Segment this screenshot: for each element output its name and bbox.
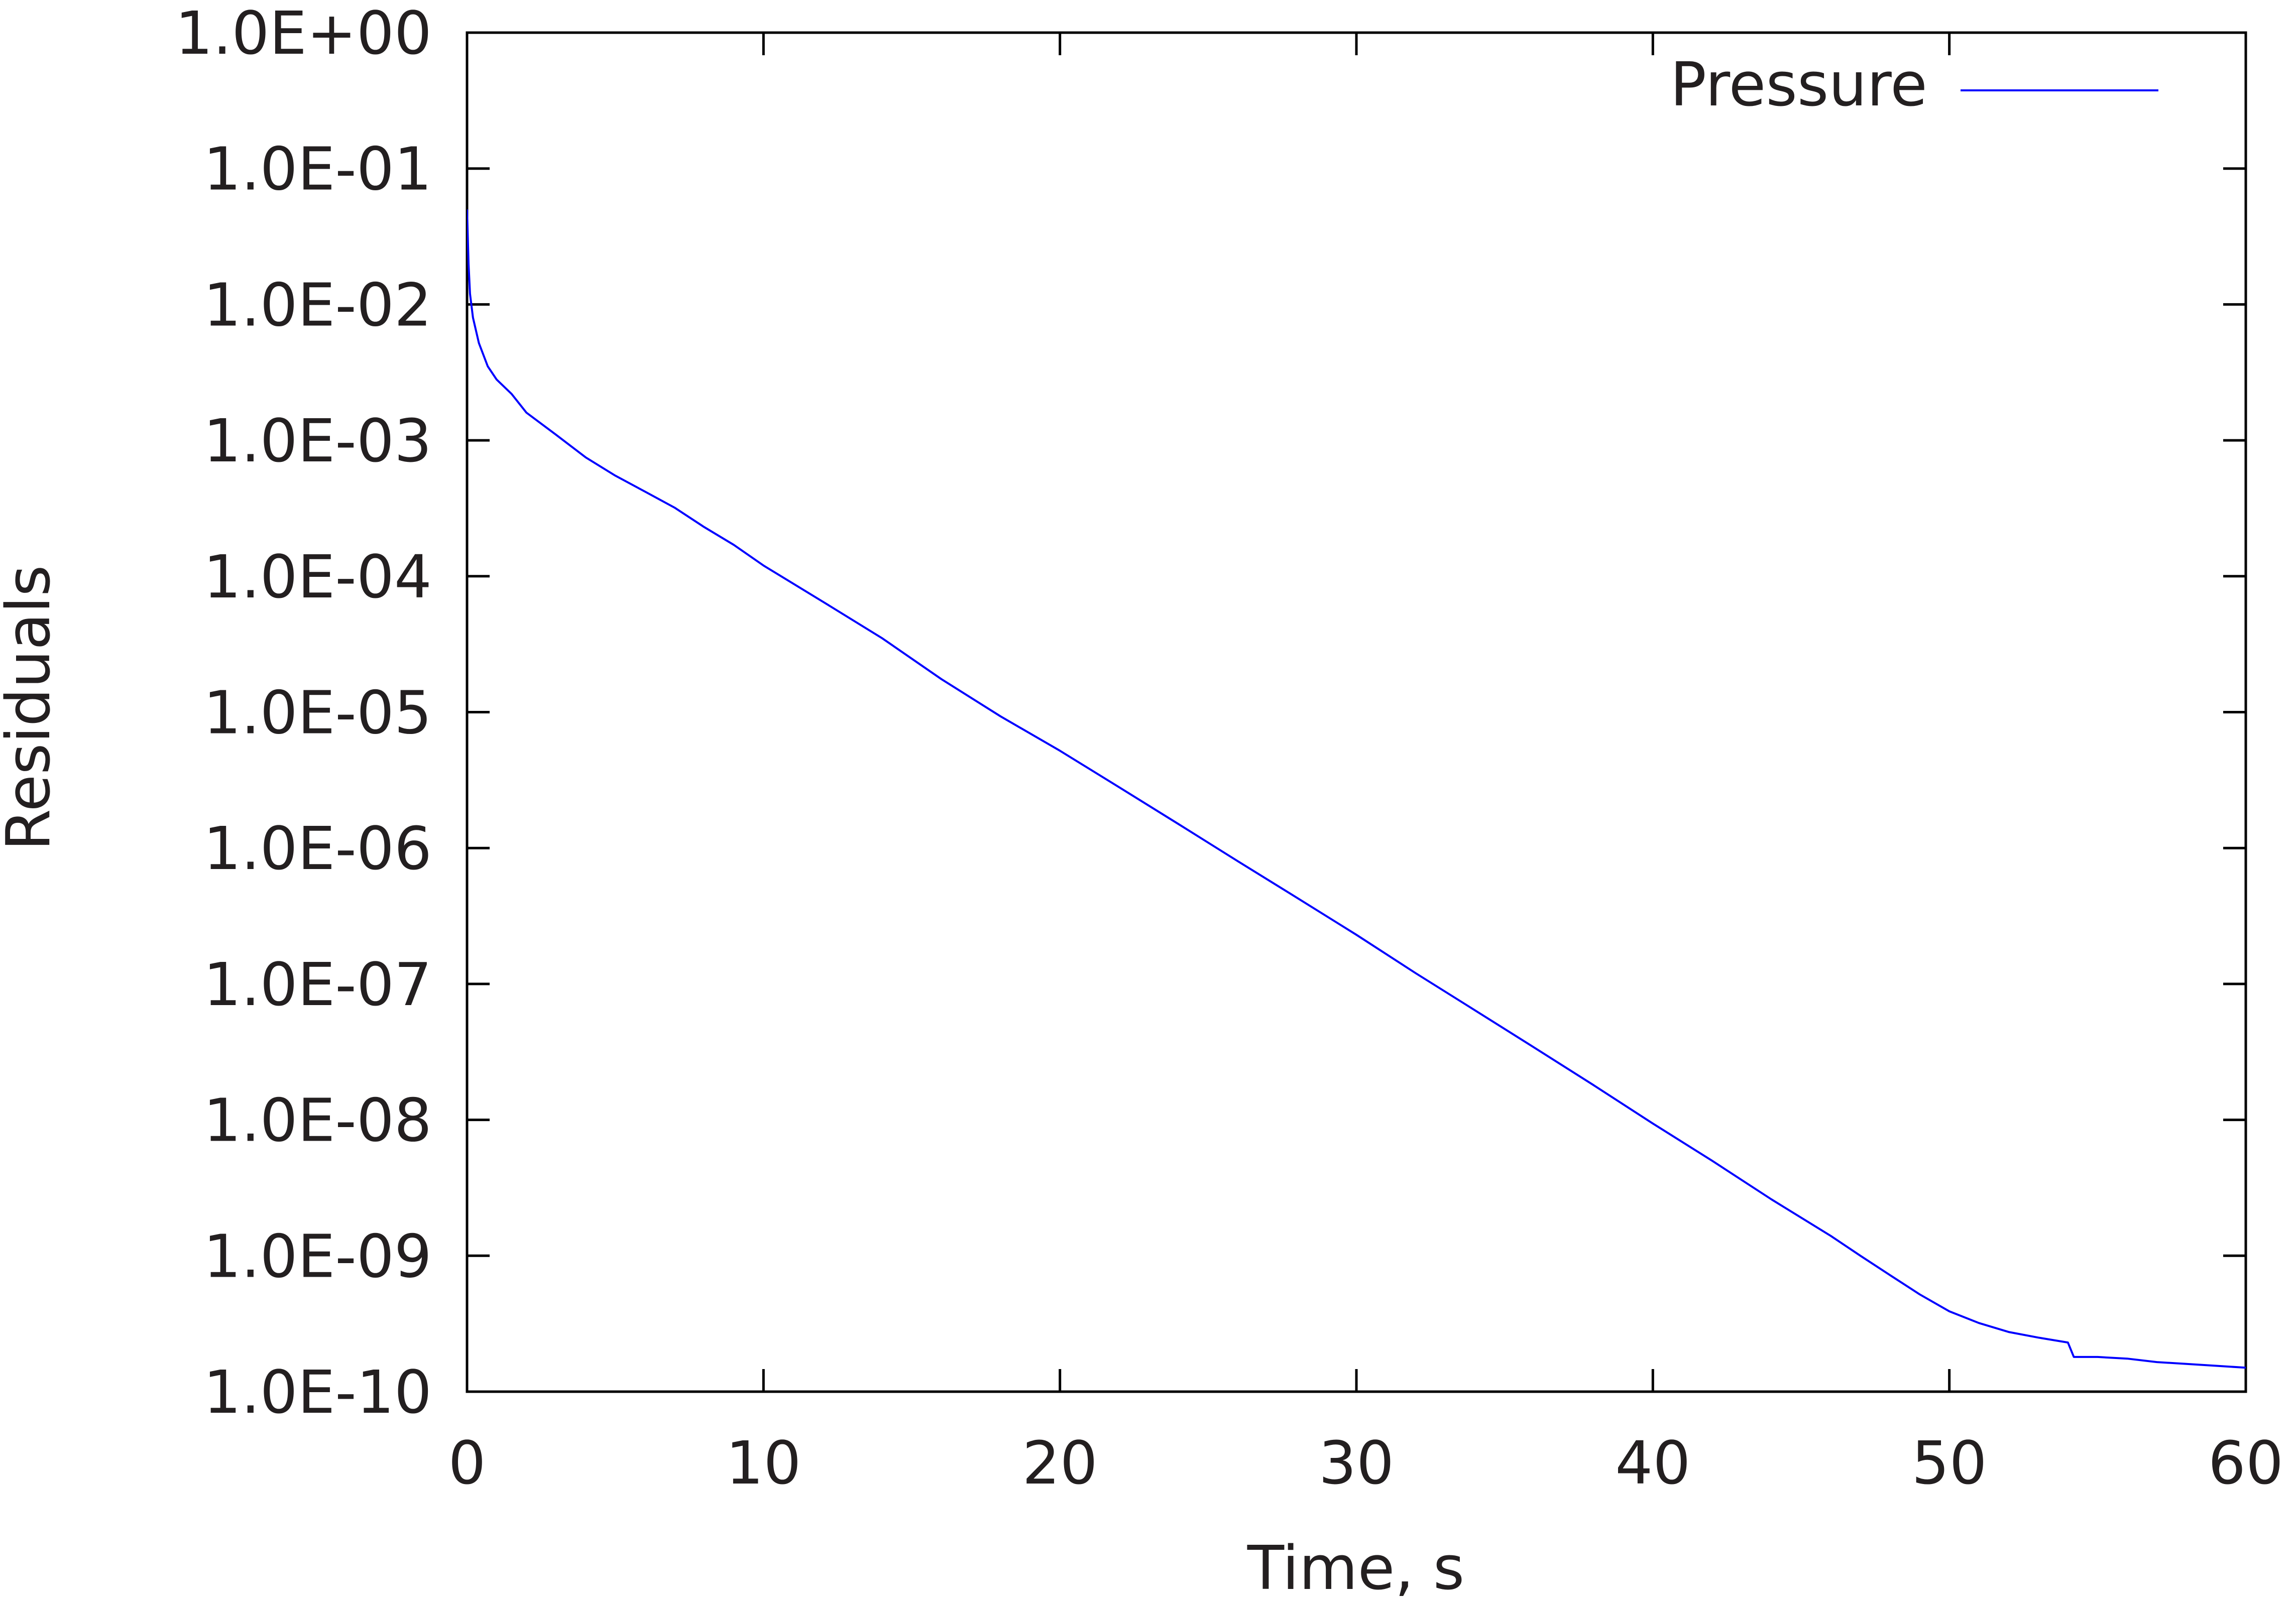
y-tick-label-8: 1.0E-08 <box>203 1086 432 1155</box>
y-tick-label-10: 1.0E-10 <box>203 1358 432 1427</box>
series-line-pressure <box>467 209 2246 1369</box>
x-tick-label-6: 60 <box>2208 1428 2283 1498</box>
x-tick-label-2: 20 <box>1022 1428 1098 1498</box>
y-tick-label-2: 1.0E-02 <box>203 270 432 339</box>
x-tick-label-0: 0 <box>448 1428 486 1498</box>
y-tick-label-0: 1.0E+00 <box>175 0 432 68</box>
legend: Pressure <box>1670 50 2158 120</box>
plot-area <box>466 31 2247 1393</box>
y-tick-label-5: 1.0E-05 <box>203 678 432 748</box>
x-axis-title: Time, s <box>1247 1534 1464 1600</box>
x-tick-label-1: 10 <box>726 1428 801 1498</box>
y-tick-label-9: 1.0E-09 <box>203 1221 432 1291</box>
series-layer <box>467 209 2246 1369</box>
y-tick-label-6: 1.0E-06 <box>203 814 432 883</box>
y-tick-label-7: 1.0E-07 <box>203 950 432 1019</box>
y-axis-title: Residuals <box>0 565 64 850</box>
x-tick-label-5: 50 <box>1912 1428 1987 1498</box>
x-tick-labels: 0 10 20 30 40 50 60 <box>448 1428 2283 1498</box>
legend-label-pressure: Pressure <box>1670 50 1927 120</box>
x-tick-label-3: 30 <box>1319 1428 1394 1498</box>
y-tick-labels: 1.0E+00 1.0E-01 1.0E-02 1.0E-03 1.0E-04 1.0E-… <box>175 0 432 1427</box>
y-tick-label-1: 1.0E-01 <box>203 135 432 204</box>
tick-marks <box>466 31 2247 1393</box>
x-tick-label-4: 40 <box>1615 1428 1690 1498</box>
y-tick-label-3: 1.0E-03 <box>203 406 432 475</box>
y-tick-label-4: 1.0E-04 <box>203 542 432 611</box>
plot-frame <box>466 31 2247 1393</box>
